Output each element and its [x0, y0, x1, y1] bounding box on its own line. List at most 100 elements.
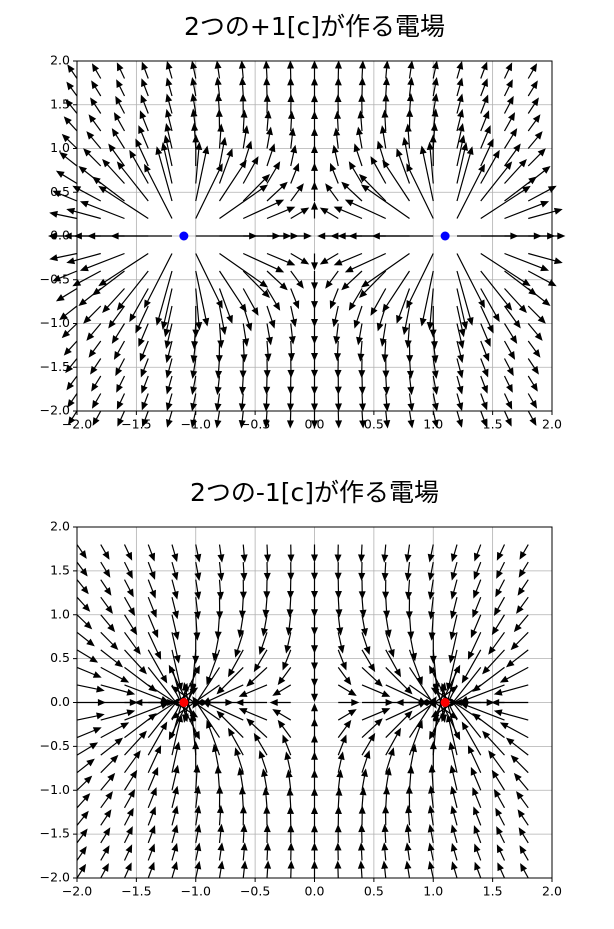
arrow: [382, 805, 390, 826]
arrow: [264, 860, 272, 879]
arrow: [123, 788, 136, 809]
arrow: [217, 842, 225, 861]
arrow: [358, 60, 367, 79]
arrow: [83, 305, 102, 324]
x-tick-label: 1.0: [423, 417, 443, 432]
arrow: [147, 721, 168, 756]
arrow: [63, 340, 78, 356]
arrow: [503, 375, 513, 393]
arrow: [361, 614, 368, 637]
arrow: [406, 108, 414, 132]
arrow: [336, 614, 344, 636]
arrow: [242, 140, 253, 167]
arrow: [67, 410, 78, 426]
arrow: [358, 562, 366, 582]
arrow: [404, 823, 412, 843]
arrow: [381, 842, 389, 861]
arrow: [72, 270, 102, 287]
arrow: [379, 125, 387, 149]
arrow: [427, 544, 435, 563]
arrow: [195, 253, 223, 309]
arrow: [147, 843, 156, 861]
arrow: [341, 181, 363, 202]
arrow: [76, 614, 93, 630]
arrow: [406, 253, 434, 309]
arrow: [473, 843, 482, 861]
arrow: [456, 123, 465, 149]
arrow: [100, 614, 116, 633]
arrow: [246, 666, 268, 687]
x-tick-label: −1.5: [121, 417, 151, 432]
arrow: [334, 93, 342, 114]
arrow: [461, 721, 482, 756]
arrow: [456, 393, 464, 412]
arrow: [456, 146, 474, 202]
x-tick-label: −2.0: [62, 884, 92, 899]
arrow: [262, 60, 271, 79]
arrow: [358, 393, 367, 412]
arrow: [310, 597, 319, 618]
arrow: [493, 788, 506, 809]
arrow: [406, 93, 414, 114]
arrow: [100, 809, 112, 826]
arrow: [123, 544, 133, 561]
y-tick-label: −0.5: [40, 738, 70, 753]
arrow: [238, 708, 268, 721]
arrow: [361, 718, 383, 739]
arrow: [216, 597, 224, 620]
arrow: [219, 184, 269, 219]
arrow: [503, 62, 513, 79]
arrow: [144, 253, 173, 309]
arrow: [480, 358, 489, 378]
arrow: [190, 410, 198, 429]
arrow: [496, 561, 506, 579]
arrow: [123, 561, 133, 579]
arrow: [379, 323, 387, 347]
arrow: [129, 288, 149, 323]
arrow: [242, 323, 250, 347]
arrow: [52, 270, 78, 282]
arrow: [404, 562, 412, 582]
arrow: [240, 842, 248, 861]
arrow: [91, 393, 102, 409]
arrow: [358, 805, 366, 826]
arrow: [310, 201, 319, 219]
arrow: [310, 181, 319, 201]
arrow: [334, 77, 342, 97]
arrow: [431, 410, 439, 429]
arrow: [218, 305, 228, 336]
arrow: [171, 561, 179, 581]
arrow: [216, 785, 224, 808]
arrow: [290, 144, 298, 167]
y-tick-label: −1.5: [40, 359, 70, 374]
arrow: [419, 270, 434, 327]
arrow: [124, 750, 141, 774]
arrow: [263, 544, 272, 563]
arrow: [503, 79, 513, 97]
arrow: [218, 159, 247, 202]
arrow: [147, 806, 156, 826]
arrow: [266, 288, 281, 311]
arrow: [334, 60, 342, 79]
arrow: [348, 161, 363, 184]
arrow: [359, 786, 367, 808]
arrow: [76, 649, 99, 663]
arrow: [124, 649, 147, 675]
arrow: [195, 270, 210, 327]
arrow: [480, 125, 491, 149]
arrow: [504, 252, 550, 272]
arrow: [426, 141, 434, 184]
arrow: [290, 162, 300, 184]
arrow: [527, 97, 539, 114]
x-tick-label: 1.5: [483, 417, 503, 432]
arrow: [337, 734, 347, 756]
charge: [179, 698, 189, 707]
arrow: [123, 862, 132, 879]
arrow: [503, 358, 514, 377]
arrow: [491, 769, 506, 791]
arrow: [123, 614, 138, 636]
x-tick-label: 2.0: [542, 417, 562, 432]
arrow: [76, 758, 95, 774]
arrow: [238, 393, 246, 412]
arrow: [98, 185, 149, 220]
